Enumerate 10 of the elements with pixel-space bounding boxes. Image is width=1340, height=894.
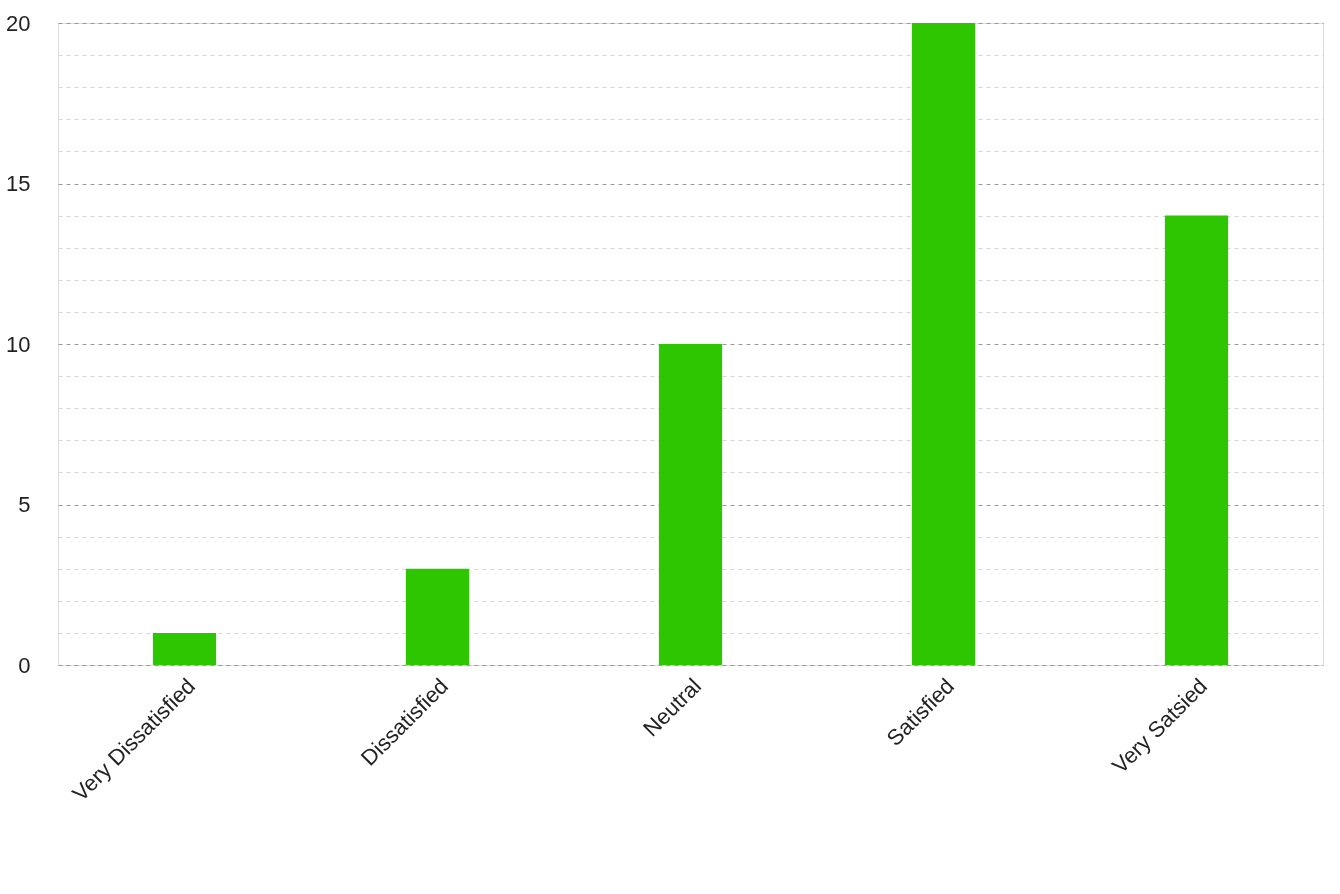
y-tick-label: 10 [6, 331, 31, 357]
bar [911, 23, 976, 665]
bar [658, 344, 723, 665]
bar [1164, 215, 1229, 665]
bar [152, 632, 217, 665]
y-tick-label: 0 [18, 652, 31, 678]
bar [405, 568, 470, 665]
y-tick-label: 5 [18, 492, 31, 517]
y-tick-label: 15 [6, 171, 31, 196]
y-tick-label: 20 [6, 10, 31, 36]
